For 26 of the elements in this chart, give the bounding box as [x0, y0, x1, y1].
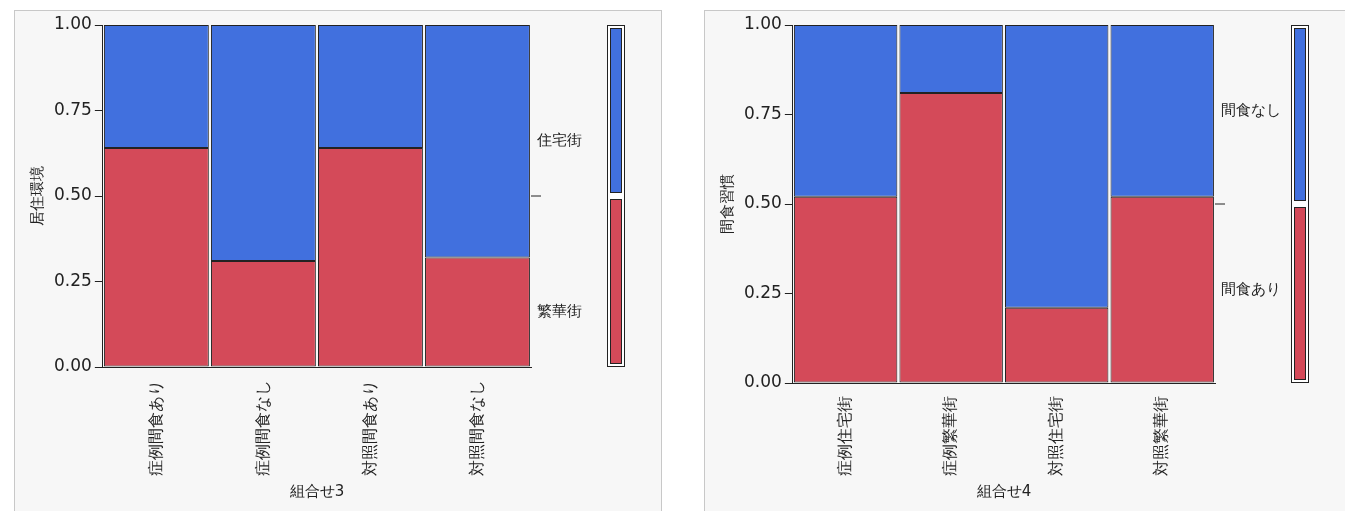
series-label: 間食なし	[1221, 100, 1281, 119]
y-tick-label: 0.50	[53, 184, 92, 205]
x-tick-label: 対照間食あり	[359, 380, 379, 476]
x-axis-title: 組合せ3	[288, 481, 345, 500]
x-axis-title: 組合せ4	[975, 481, 1032, 500]
x-tick-label: 症例間食なし	[252, 380, 272, 476]
series-label: 住宅街	[536, 131, 582, 150]
y-tick-label: 0.75	[53, 98, 92, 119]
y-tick-label: 0.50	[743, 192, 782, 213]
series-label: 繁華街	[537, 302, 582, 321]
y-tick-label: 0.25	[53, 269, 92, 290]
y-tick-label: 0.75	[743, 102, 782, 123]
y-tick-label: 1.00	[743, 13, 782, 34]
x-tick-label: 対照繁華街	[1151, 396, 1171, 476]
x-tick-label: 症例住宅街	[834, 396, 854, 476]
x-tick-label: 対照住宅街	[1045, 396, 1065, 476]
y-tick-label: 1.00	[53, 13, 92, 34]
y-tick-label: 0.00	[53, 355, 92, 376]
y-axis-title: 居住環境	[27, 166, 46, 226]
x-tick-label: 対照間食なし	[466, 380, 486, 476]
series-label: 間食あり	[1221, 279, 1281, 298]
x-tick-label: 症例繁華街	[940, 396, 960, 476]
y-axis-title: 間食習慣	[717, 174, 736, 234]
y-tick-label: 0.25	[743, 281, 782, 302]
x-tick-label: 症例間食あり	[145, 380, 165, 476]
y-tick-label: 0.00	[743, 371, 782, 392]
